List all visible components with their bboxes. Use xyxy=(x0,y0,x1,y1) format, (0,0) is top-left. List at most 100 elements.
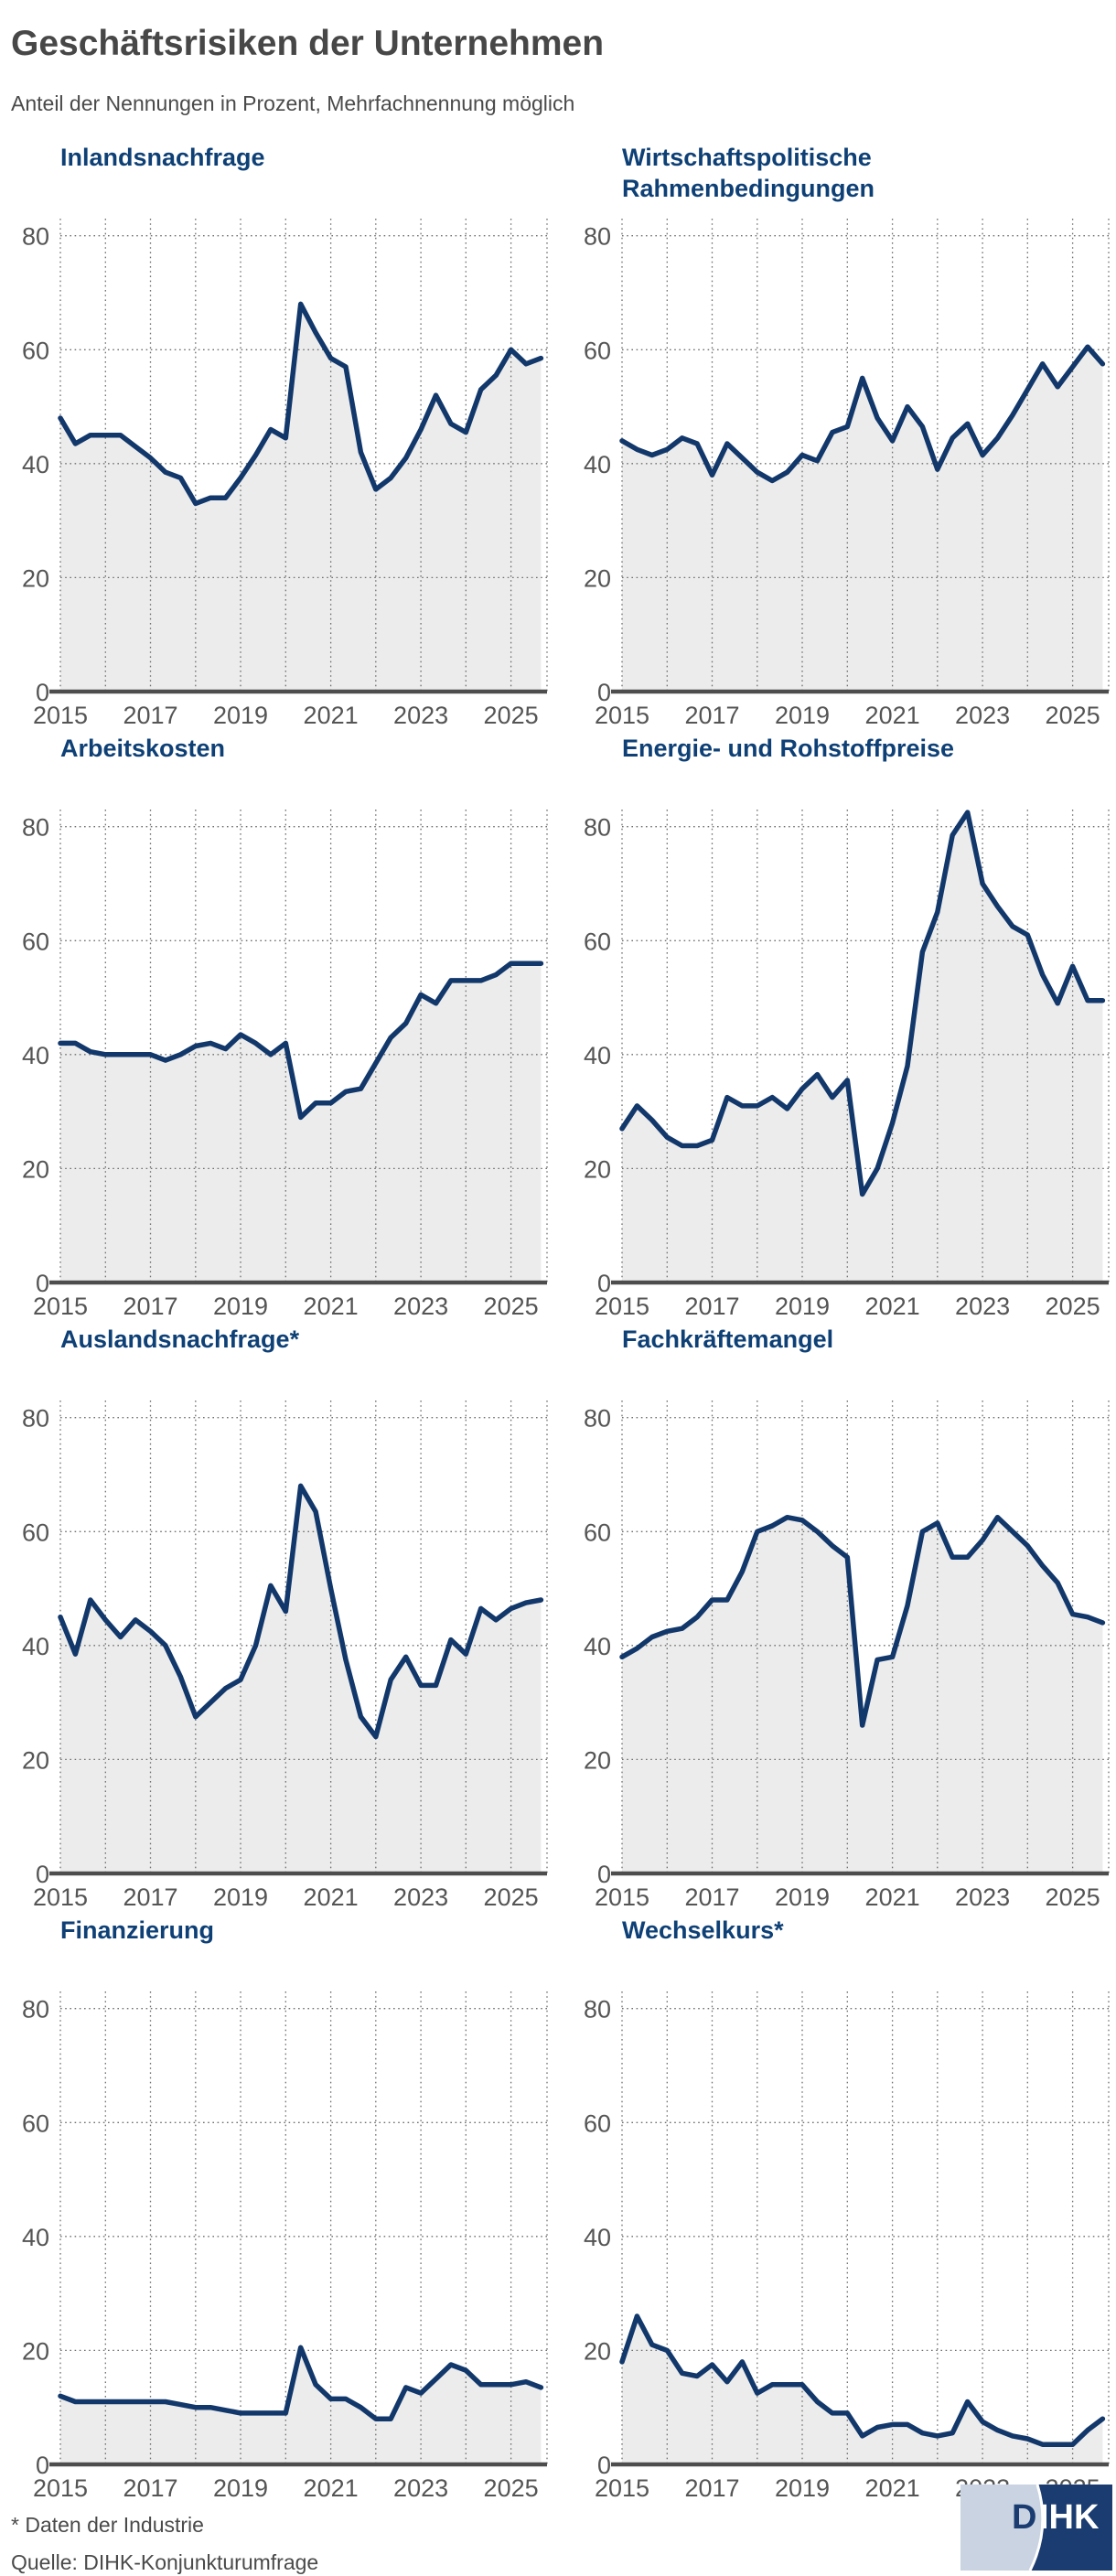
x-tick-label: 2021 xyxy=(304,1884,359,1911)
x-tick-label: 2017 xyxy=(684,1884,739,1911)
chart-panel: Finanzierung 0 20 40 60 80 2015 2017 2019 2021 20… xyxy=(9,1915,558,2506)
x-tick-label: 2017 xyxy=(123,2474,177,2502)
logo-dark-panel xyxy=(1030,2485,1112,2571)
x-tick-label: 2023 xyxy=(393,2474,448,2502)
chart-panel: Energie- und Rohstoffpreise 0 20 40 60 80 201… xyxy=(571,733,1116,1324)
x-tick-label: 2021 xyxy=(865,1884,920,1911)
y-tick-label: 40 xyxy=(22,451,49,478)
x-tick-label: 2023 xyxy=(393,1884,448,1911)
chart-panel: Fachkräftemangel 0 20 40 60 80 2015 2017 2019 20… xyxy=(571,1324,1116,1915)
y-tick-label: 20 xyxy=(584,564,611,592)
charts-grid: Inlandsnachfrage 0 20 40 60 80 2015 2017 2019 20… xyxy=(0,116,1116,2506)
y-tick-label: 20 xyxy=(22,2337,49,2365)
y-tick-label: 60 xyxy=(22,928,49,955)
x-tick-label: 2025 xyxy=(484,702,539,729)
y-tick-label: 80 xyxy=(584,223,611,251)
x-tick-label: 2015 xyxy=(33,1293,88,1320)
chart-title: Energie- und Rohstoffpreise xyxy=(622,735,955,762)
y-tick-label: 60 xyxy=(584,1519,611,1546)
x-tick-label: 2015 xyxy=(33,702,88,729)
x-tick-label: 2019 xyxy=(213,1293,268,1320)
x-tick-label: 2019 xyxy=(775,1293,830,1320)
x-tick-label: 2025 xyxy=(1046,702,1100,729)
y-tick-label: 40 xyxy=(584,1633,611,1660)
y-tick-label: 40 xyxy=(22,1042,49,1069)
x-tick-label: 2015 xyxy=(33,1884,88,1911)
y-tick-label: 80 xyxy=(584,814,611,842)
y-tick-label: 80 xyxy=(584,1405,611,1433)
x-tick-label: 2023 xyxy=(393,1293,448,1320)
x-tick-label: 2017 xyxy=(684,702,739,729)
y-tick-label: 60 xyxy=(584,337,611,364)
y-tick-label: 20 xyxy=(584,2337,611,2365)
y-tick-label: 0 xyxy=(36,2452,49,2479)
x-tick-label: 2021 xyxy=(304,2474,359,2502)
y-tick-label: 60 xyxy=(22,337,49,364)
logo-text-ihk: IHK xyxy=(1039,2498,1100,2537)
y-tick-label: 0 xyxy=(36,1861,49,1888)
y-tick-label: 80 xyxy=(22,223,49,251)
chart-panel: Wirtschaftspolitische Rahmenbedingungen … xyxy=(571,142,1116,733)
header: Geschäftsrisiken der Unternehmen Anteil … xyxy=(0,0,1116,116)
x-tick-label: 2019 xyxy=(213,702,268,729)
y-tick-label: 40 xyxy=(584,2224,611,2251)
series-line xyxy=(58,961,544,1121)
x-tick-label: 2023 xyxy=(955,1884,1010,1911)
x-tick-label: 2025 xyxy=(1046,1293,1100,1320)
series-line xyxy=(619,344,1106,484)
x-tick-label: 2025 xyxy=(1046,1884,1100,1911)
source-note: Quelle: DIHK-Konjunkturumfrage xyxy=(11,2550,319,2574)
chart-panel: Inlandsnachfrage 0 20 40 60 80 2015 2017 2019 20… xyxy=(9,142,558,733)
series-area xyxy=(60,304,542,692)
x-tick-label: 2019 xyxy=(775,702,830,729)
x-tick-label: 2019 xyxy=(775,2474,830,2502)
x-tick-label: 2021 xyxy=(304,1293,359,1320)
x-tick-label: 2017 xyxy=(684,1293,739,1320)
chart-title: Inlandsnachfrage xyxy=(60,144,265,171)
x-tick-label: 2015 xyxy=(595,2474,649,2502)
chart-title: Wirtschaftspolitische Rahmenbedingungen xyxy=(622,144,875,203)
page-subtitle: Anteil der Nennungen in Prozent, Mehrfac… xyxy=(11,91,575,115)
series-line xyxy=(58,301,544,507)
y-tick-label: 40 xyxy=(22,1633,49,1660)
x-tick-label: 2025 xyxy=(484,1884,539,1911)
y-tick-label: 0 xyxy=(36,679,49,706)
series-area xyxy=(622,812,1103,1283)
y-tick-label: 0 xyxy=(597,2452,611,2479)
x-tick-label: 2017 xyxy=(123,1293,177,1320)
series-line xyxy=(619,810,1106,1197)
y-tick-label: 40 xyxy=(22,2224,49,2251)
y-tick-label: 0 xyxy=(597,679,611,706)
y-tick-label: 40 xyxy=(584,451,611,478)
y-tick-label: 20 xyxy=(584,1746,611,1774)
y-tick-label: 60 xyxy=(584,2109,611,2137)
chart-title: Finanzierung xyxy=(60,1916,214,1944)
logo-curve xyxy=(1028,2485,1045,2571)
chart-title: Wechselkurs* xyxy=(622,1916,784,1944)
series-line xyxy=(58,2345,544,2421)
x-tick-label: 2021 xyxy=(304,702,359,729)
series-area xyxy=(622,1517,1103,1873)
y-tick-label: 20 xyxy=(22,564,49,592)
y-tick-label: 60 xyxy=(22,2109,49,2137)
x-tick-label: 2015 xyxy=(595,702,649,729)
series-line xyxy=(619,1514,1106,1728)
x-tick-label: 2021 xyxy=(865,1293,920,1320)
chart-panel: Wechselkurs* 020406080201520172019202120… xyxy=(571,1915,1116,2506)
chart-title: Fachkräftemangel xyxy=(622,1326,834,1353)
y-tick-label: 20 xyxy=(22,1155,49,1183)
footer: * Daten der Industrie Quelle: DIHK-Konju… xyxy=(0,2506,1116,2575)
y-tick-label: 80 xyxy=(22,814,49,842)
y-tick-label: 20 xyxy=(22,1746,49,1774)
x-tick-label: 2025 xyxy=(484,1293,539,1320)
y-tick-label: 0 xyxy=(597,1270,611,1297)
